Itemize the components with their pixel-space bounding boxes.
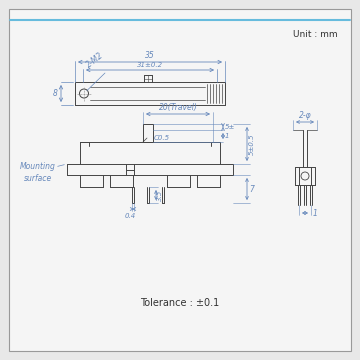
- Text: 8: 8: [53, 89, 58, 98]
- Text: 20(Travel): 20(Travel): [158, 103, 197, 112]
- Text: Mounting
surface: Mounting surface: [20, 162, 56, 183]
- Text: 1: 1: [313, 208, 318, 217]
- Text: 0.4: 0.4: [124, 213, 136, 219]
- Text: 3.5: 3.5: [157, 189, 163, 201]
- Text: 5±: 5±: [225, 124, 235, 130]
- Text: 5±0.5: 5±0.5: [249, 133, 255, 155]
- Text: Unit : mm: Unit : mm: [293, 30, 338, 39]
- Text: C0.5: C0.5: [154, 135, 170, 141]
- Text: 35: 35: [145, 51, 155, 60]
- Text: 31±0.2: 31±0.2: [137, 62, 163, 68]
- Text: Tolerance : ±0.1: Tolerance : ±0.1: [140, 298, 220, 308]
- Text: 2-M2: 2-M2: [85, 51, 105, 70]
- Text: 1: 1: [225, 133, 230, 139]
- Text: 7: 7: [249, 184, 254, 194]
- Text: 2-φ: 2-φ: [299, 111, 311, 120]
